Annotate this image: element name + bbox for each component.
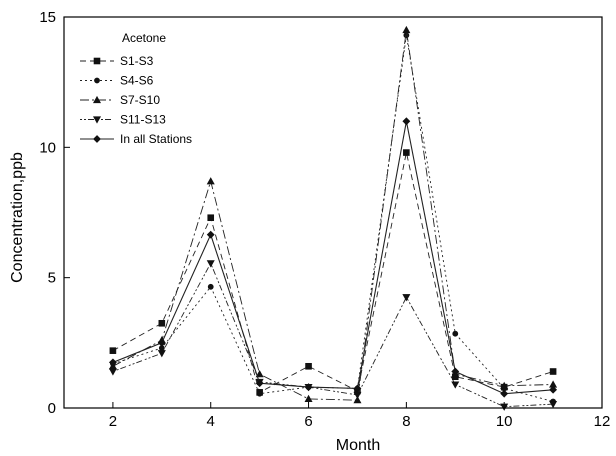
x-tick-label: 10 — [496, 413, 513, 430]
data-point — [452, 330, 459, 337]
data-point — [157, 338, 166, 347]
data-point — [255, 379, 264, 388]
data-point — [451, 381, 460, 389]
data-point — [353, 391, 362, 400]
legend-label: S7-S10 — [120, 93, 160, 107]
series-line — [112, 29, 554, 401]
data-point — [108, 358, 117, 367]
x-tick-label: 2 — [109, 413, 117, 430]
data-point — [402, 117, 411, 126]
x-axis-title: Month — [336, 437, 380, 454]
x-tick-label: 6 — [304, 413, 312, 430]
x-tick-label: 8 — [402, 413, 410, 430]
data-point — [403, 149, 410, 156]
data-point — [500, 381, 509, 389]
data-point — [158, 319, 166, 327]
legend-marker — [92, 95, 102, 104]
legend: Acetone S1-S3 S4-S6 S7-S10 S11-S13 In all St… — [80, 31, 192, 146]
series-line — [112, 35, 554, 402]
data-point — [353, 396, 362, 404]
series-in-all-stations — [108, 117, 558, 398]
legend-label: In all Stations — [120, 132, 192, 146]
axis-ticks: 2 4 6 8 10 12 0 5 10 15 — [39, 9, 610, 430]
data-point — [500, 403, 509, 411]
data-point — [500, 389, 509, 398]
legend-label: S1-S3 — [120, 54, 154, 68]
data-point — [207, 214, 215, 222]
data-point — [305, 362, 312, 370]
y-tick-label: 0 — [48, 400, 56, 417]
series-line — [112, 262, 554, 408]
data-point — [549, 368, 557, 375]
y-tick-label: 15 — [39, 9, 56, 26]
y-axis-title: Concentration,ppb — [9, 152, 26, 283]
legend-marker — [93, 135, 101, 143]
y-tick-label: 5 — [48, 270, 56, 287]
series-line — [112, 121, 554, 395]
legend-title: Acetone — [122, 31, 166, 45]
series-s4-s6 — [110, 32, 556, 405]
data-point — [206, 230, 215, 239]
data-point — [109, 347, 117, 354]
data-point — [403, 32, 410, 39]
series-s1-s3 — [109, 149, 557, 396]
data-point — [402, 294, 411, 302]
data-point — [206, 177, 215, 185]
series-line — [112, 152, 554, 394]
x-tick-label: 12 — [594, 413, 611, 430]
data-point — [451, 367, 460, 376]
data-point — [549, 385, 558, 394]
plot-frame — [63, 16, 603, 409]
legend-marker — [93, 57, 101, 65]
data-point — [255, 369, 264, 378]
data-point — [304, 383, 313, 392]
legend-marker — [94, 77, 100, 84]
data-point — [206, 260, 215, 268]
legend-label: S4-S6 — [120, 74, 154, 88]
data-point — [207, 283, 214, 290]
data-point — [108, 368, 117, 376]
series-s7-s10 — [108, 25, 558, 404]
data-point — [353, 384, 362, 393]
data-point — [304, 394, 313, 402]
series-group — [108, 25, 558, 411]
data-point — [256, 390, 263, 397]
legend-label: S11-S13 — [120, 113, 166, 127]
data-point — [157, 350, 166, 358]
legend-marker — [92, 116, 102, 124]
x-tick-label: 4 — [207, 413, 215, 430]
data-point — [402, 25, 411, 34]
y-tick-label: 10 — [39, 139, 56, 156]
data-point — [549, 400, 558, 409]
